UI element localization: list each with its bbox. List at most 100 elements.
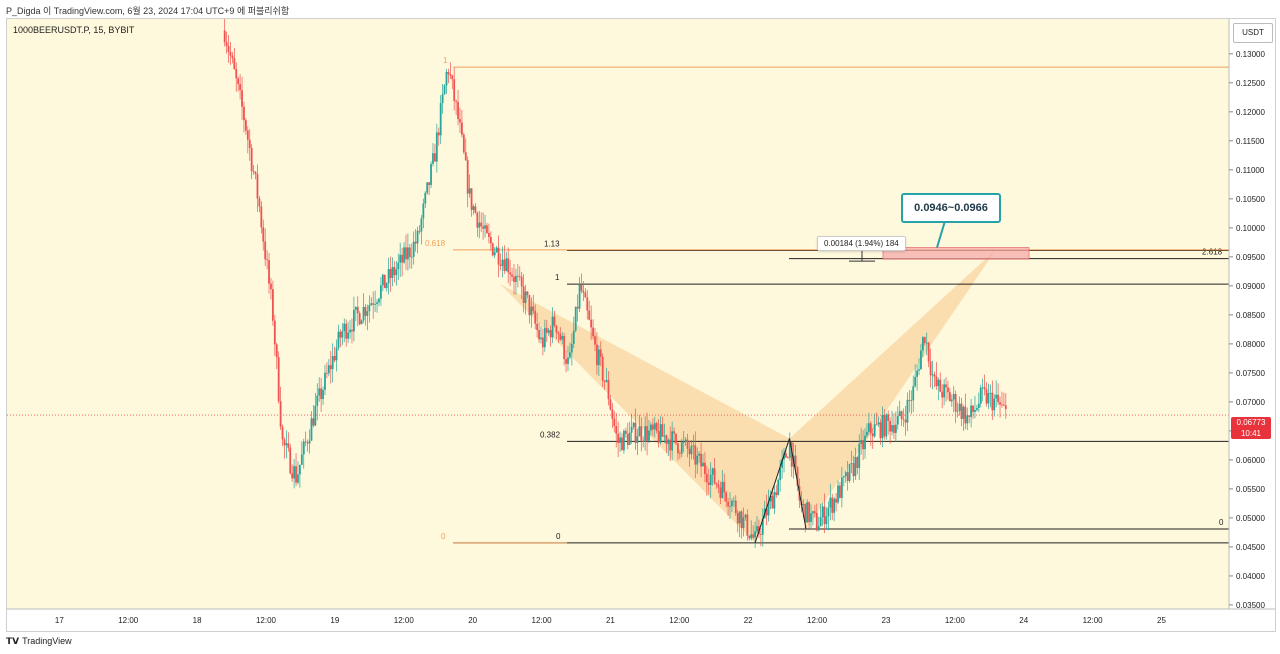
candle-body bbox=[931, 374, 934, 376]
candle-body bbox=[756, 526, 758, 532]
candle-body bbox=[858, 443, 861, 469]
candle-body bbox=[434, 153, 436, 162]
candle-body bbox=[449, 74, 452, 76]
candle-body bbox=[252, 171, 255, 172]
candle-body bbox=[825, 516, 828, 525]
candle-body bbox=[644, 426, 647, 442]
candle-body bbox=[329, 365, 332, 370]
candle-body bbox=[480, 222, 483, 227]
candle-body bbox=[904, 419, 907, 423]
candle-body bbox=[235, 69, 238, 79]
footer-brand[interactable]: 𝗧𝗩 TradingView bbox=[6, 636, 72, 647]
candle-body bbox=[453, 79, 456, 101]
candle-body bbox=[484, 225, 486, 229]
chart-frame[interactable]: 1 0.382 0 1.13 0 2.618 1 0.618 0 0.13000 0.12500 0.… bbox=[6, 18, 1276, 632]
candle-body bbox=[335, 347, 338, 361]
candle-body bbox=[339, 331, 342, 338]
candle-body bbox=[997, 394, 1000, 403]
candle-body bbox=[279, 401, 282, 427]
candle-body bbox=[742, 517, 745, 528]
price-tick-label: 0.08000 bbox=[1236, 340, 1265, 349]
candle-body bbox=[310, 418, 313, 441]
candle-body bbox=[785, 453, 787, 458]
candle-body bbox=[889, 421, 891, 432]
candle-body bbox=[740, 511, 743, 528]
candle-body bbox=[395, 269, 398, 276]
candle-body bbox=[950, 399, 953, 402]
candle-body bbox=[599, 349, 602, 357]
candle-body bbox=[869, 423, 872, 434]
candle-body bbox=[285, 443, 288, 446]
candle-body bbox=[424, 192, 427, 204]
candle-body bbox=[549, 330, 552, 338]
candle-body bbox=[381, 274, 384, 286]
candle-body bbox=[358, 313, 361, 325]
candle-body bbox=[412, 241, 415, 257]
candle-body bbox=[823, 506, 826, 525]
candle-body bbox=[813, 511, 816, 513]
candle-body bbox=[621, 437, 623, 451]
candle-body bbox=[839, 485, 841, 498]
candle-body bbox=[298, 464, 301, 475]
candle-body bbox=[422, 203, 425, 219]
candle-body bbox=[241, 90, 243, 107]
candle-body bbox=[948, 392, 951, 402]
candle-body bbox=[933, 374, 936, 377]
candle-body bbox=[738, 511, 741, 524]
candle-body bbox=[297, 474, 299, 483]
candle-body bbox=[619, 437, 621, 443]
candle-body bbox=[804, 503, 807, 523]
candle-body bbox=[497, 247, 500, 265]
candle-body bbox=[871, 433, 874, 437]
candle-body bbox=[295, 466, 297, 483]
candle-body bbox=[327, 365, 330, 374]
candle-body bbox=[462, 134, 465, 153]
target-zone-callout[interactable]: 0.0946~0.0966 bbox=[901, 193, 1001, 223]
candle-body bbox=[233, 57, 236, 70]
candle-body bbox=[962, 406, 965, 419]
candle-body bbox=[812, 511, 814, 514]
candle-body bbox=[459, 119, 461, 123]
candle-body bbox=[362, 306, 365, 321]
candle-body bbox=[761, 518, 764, 535]
candle-body bbox=[669, 439, 672, 451]
candle-body bbox=[744, 514, 747, 518]
candle-body bbox=[640, 426, 643, 441]
time-tick-label: 12:00 bbox=[532, 616, 553, 625]
time-tick-label: 12:00 bbox=[669, 616, 690, 625]
candle-body bbox=[351, 329, 353, 332]
candle-body bbox=[925, 342, 928, 344]
candle-body bbox=[501, 259, 504, 266]
candle-body bbox=[777, 479, 780, 496]
candle-body bbox=[881, 415, 884, 439]
candle-body bbox=[441, 94, 444, 104]
candle-body bbox=[580, 284, 583, 291]
candle-body bbox=[596, 344, 598, 366]
candle-body bbox=[694, 445, 697, 465]
candle-body bbox=[769, 495, 772, 502]
candle-body bbox=[609, 399, 612, 410]
candle-body bbox=[306, 442, 309, 444]
candle-body bbox=[850, 463, 853, 465]
candle-body bbox=[877, 422, 880, 425]
chart-canvas[interactable]: 1 0.382 0 1.13 0 2.618 1 0.618 0 0.13000 0.12500 0.… bbox=[7, 19, 1275, 631]
currency-button[interactable]: USDT bbox=[1233, 23, 1273, 43]
candle-body bbox=[866, 431, 868, 436]
candle-body bbox=[545, 328, 548, 333]
candle-body bbox=[516, 275, 519, 277]
candle-body bbox=[713, 468, 716, 484]
candle-body bbox=[250, 148, 253, 172]
candle-body bbox=[468, 188, 471, 194]
candle-body bbox=[597, 349, 600, 366]
candle-body bbox=[702, 462, 704, 467]
candle-body bbox=[368, 305, 371, 312]
candle-body bbox=[354, 306, 357, 310]
price-tick-label: 0.12000 bbox=[1236, 108, 1265, 117]
candle-body bbox=[383, 274, 386, 289]
candle-body bbox=[491, 243, 494, 256]
candle-body bbox=[408, 247, 411, 258]
candle-body bbox=[302, 441, 305, 455]
candle-body bbox=[754, 531, 756, 538]
candle-body bbox=[391, 267, 394, 278]
price-tick-label: 0.06000 bbox=[1236, 456, 1265, 465]
